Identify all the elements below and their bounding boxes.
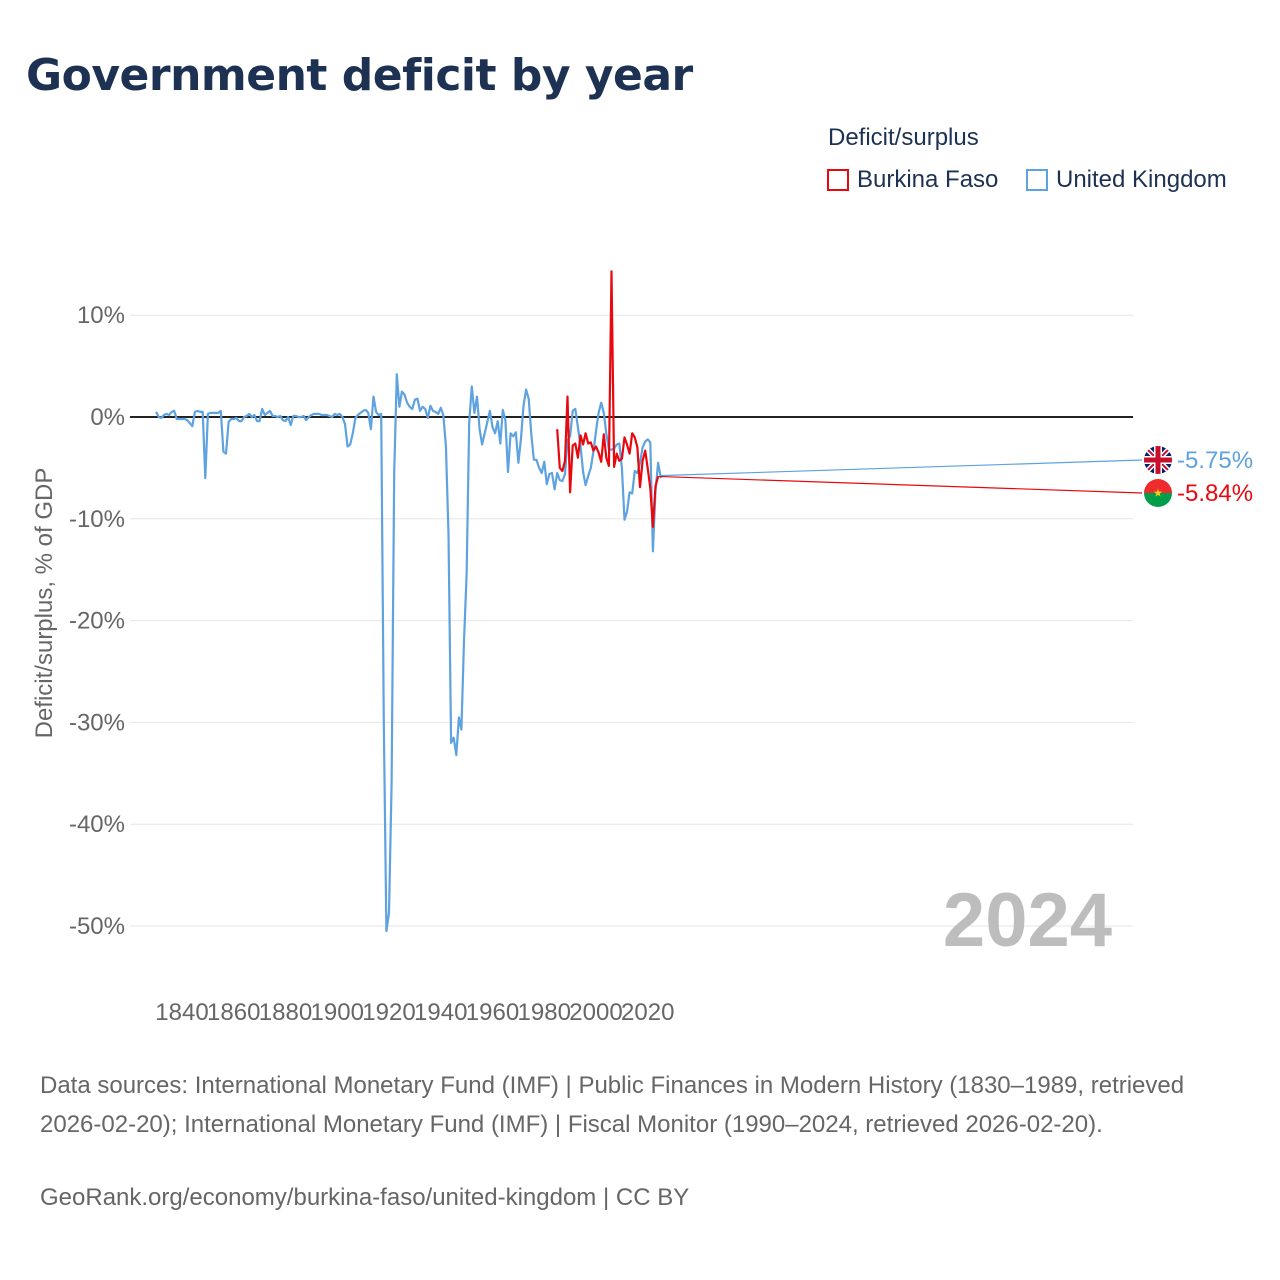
legend-swatch-burkina-faso [827, 169, 849, 191]
x-tick-label: 1960 [466, 999, 519, 1026]
connector-united-kingdom [663, 459, 1143, 477]
x-tick-label: 1880 [259, 999, 312, 1026]
series-line-burkina-faso [556, 270, 660, 528]
legend-item-burkina-faso[interactable]: Burkina Faso [827, 166, 998, 194]
legend-title: Deficit/surplus [828, 124, 979, 151]
y-tick-label: -40% [69, 811, 125, 838]
end-label-burkina-faso: -5.84% [1177, 480, 1253, 507]
x-tick-label: 2020 [621, 999, 674, 1026]
end-label-united-kingdom: -5.75% [1177, 447, 1253, 474]
end-labels: -5.75% -5.84% [658, 446, 1253, 507]
legend-item-united-kingdom[interactable]: United Kingdom [1026, 166, 1227, 194]
y-tick-label: -30% [69, 709, 125, 736]
burkina-faso-flag-icon [1144, 479, 1172, 507]
flag-cross-v-red [1155, 446, 1161, 474]
data-source-note: Data sources: International Monetary Fun… [40, 1072, 1185, 1138]
year-watermark: 2024 [943, 878, 1112, 963]
united-kingdom-flag-icon [1144, 446, 1172, 474]
legend-label-united-kingdom: United Kingdom [1056, 166, 1227, 193]
y-tick-label: -20% [69, 608, 125, 635]
x-tick-label: 1920 [362, 999, 415, 1026]
connector-burkina-faso [658, 475, 1143, 494]
y-tick-label: 10% [77, 302, 125, 329]
y-tick-label: -50% [69, 913, 125, 940]
credit-link[interactable]: GeoRank.org/economy/burkina-faso/united-… [40, 1184, 690, 1211]
y-tick-label: -10% [69, 506, 125, 533]
flag-red-band [1144, 479, 1172, 493]
x-tick-label: 1840 [155, 999, 208, 1026]
x-tick-label: 2000 [569, 999, 622, 1026]
flag-green-band [1144, 493, 1172, 507]
x-tick-label: 1900 [311, 999, 364, 1026]
y-tick-label: 0% [90, 404, 125, 431]
legend-label-burkina-faso: Burkina Faso [857, 166, 999, 193]
x-tick-label: 1940 [414, 999, 467, 1026]
series-lines [155, 270, 664, 933]
flag-star [1153, 488, 1163, 497]
y-axis-label: Deficit/surplus, % of GDP [31, 468, 58, 739]
x-tick-label: 1980 [518, 999, 571, 1026]
x-tick-label: 1860 [207, 999, 260, 1026]
series-line-united-kingdom [155, 373, 664, 933]
y-axis-ticks: 10% 0% -10% -20% -30% -40% -50% [69, 302, 125, 940]
chart-title: Government deficit by year [26, 50, 693, 101]
line-chart: 10%0%-10%-20%-30%-40%-50% 18401860188019… [31, 270, 1253, 1026]
legend-swatch-united-kingdom [1026, 169, 1048, 191]
gridlines [130, 314, 1133, 927]
